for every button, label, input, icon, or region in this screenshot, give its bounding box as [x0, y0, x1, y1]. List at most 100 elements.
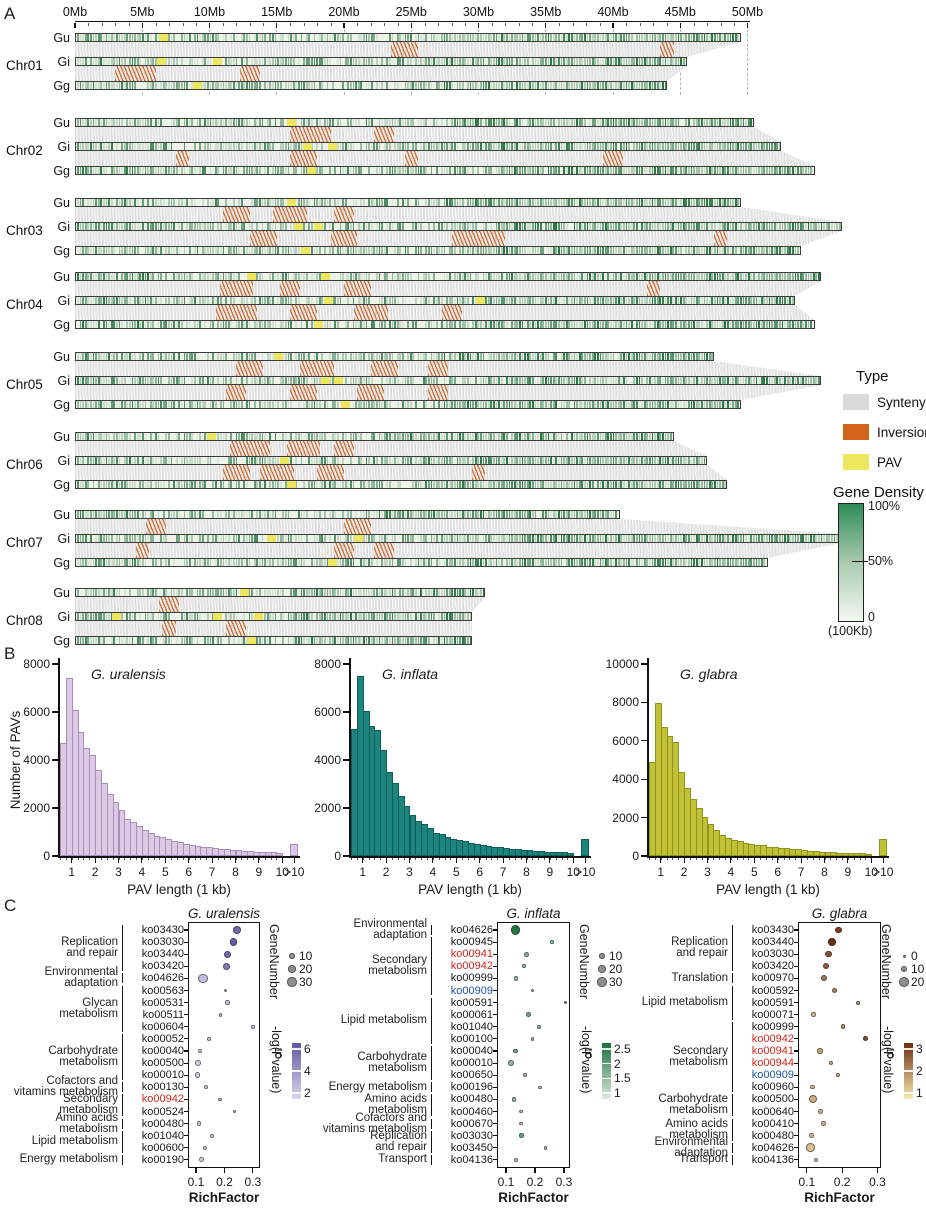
gene-density-stripe [610, 199, 612, 206]
gene-density-stripe [129, 457, 131, 464]
gene-density-stripe [118, 377, 121, 384]
gene-density-stripe [95, 247, 97, 254]
gene-density-stripe [196, 34, 199, 41]
gene-density-stripe [251, 167, 253, 174]
gene-density-stripe [246, 457, 248, 464]
gene-density-stripe [402, 401, 404, 408]
gene-density-stripe [123, 82, 126, 89]
gene-density-stripe [493, 511, 495, 518]
gene-density-stripe [126, 321, 129, 328]
gene-density-stripe [105, 481, 108, 488]
gene-density-stripe [508, 273, 511, 280]
gene-density-stripe [363, 273, 365, 280]
gene-density-stripe [396, 223, 399, 230]
gene-density-stripe [448, 377, 451, 384]
gene-density-stripe [246, 321, 248, 328]
gene-density-stripe [355, 353, 357, 360]
gene-density-stripe [173, 481, 175, 488]
gene-density-stripe [506, 58, 508, 65]
gene-density-stripe [630, 34, 633, 41]
gene-density-stripe [337, 119, 339, 126]
gene-density-stripe [797, 247, 799, 254]
gene-density-stripe [573, 457, 576, 464]
gene-density-stripe [233, 535, 235, 542]
gene-density-stripe [524, 401, 526, 408]
gene-density-stripe [261, 297, 264, 304]
gene-density-stripe [688, 247, 690, 254]
gene-density-stripe [110, 247, 113, 254]
gene-density-stripe [352, 167, 355, 174]
gene-density-stripe [303, 273, 305, 280]
gene-density-stripe [680, 535, 682, 542]
gene-density-stripe [191, 58, 194, 65]
gene-density-stripe [407, 199, 409, 206]
gene-density-stripe [649, 535, 651, 542]
gene-density-stripe [344, 433, 347, 440]
gene-density-stripe [199, 433, 201, 440]
chromosome-track-label: Gi [57, 532, 71, 546]
gene-density-stripe [235, 167, 238, 174]
gene-density-stripe [240, 119, 243, 126]
gene-density-stripe [654, 401, 656, 408]
gene-density-stripe [77, 511, 79, 518]
gene-density-stripe [113, 58, 116, 65]
gene-density-stripe [134, 559, 136, 566]
gene-density-stripe [305, 353, 308, 360]
gene-density-stripe [776, 143, 779, 150]
gene-density-stripe [753, 143, 755, 150]
gene-density-stripe [482, 273, 485, 280]
gene-density-stripe [77, 535, 79, 542]
gene-density-stripe [82, 119, 84, 126]
gene-density-stripe [363, 247, 365, 254]
gene-density-stripe [526, 457, 529, 464]
gene-density-stripe [220, 535, 222, 542]
gene-density-stripe [550, 143, 552, 150]
gene-density-stripe [534, 457, 537, 464]
gene-density-stripe [337, 535, 339, 542]
gene-density-stripe [230, 119, 233, 126]
ruler-gridline [747, 29, 748, 95]
gene-density-stripe [560, 433, 563, 440]
gene-density-stripe [529, 535, 532, 542]
gene-density-stripe [784, 273, 786, 280]
gene-density-stripe [532, 119, 534, 126]
gene-density-stripe [623, 535, 625, 542]
gene-density-stripe [347, 297, 350, 304]
gene-density-stripe [584, 34, 586, 41]
gene-density-stripe [529, 511, 532, 518]
gene-density-stripe [729, 273, 732, 280]
gene-density-stripe [532, 297, 534, 304]
gene-density-stripe [144, 457, 147, 464]
gene-density-stripe [448, 433, 451, 440]
gene-density-stripe [599, 401, 602, 408]
gene-density-stripe [279, 481, 282, 488]
gene-density-stripe [667, 481, 669, 488]
gene-density-stripe [680, 223, 682, 230]
gene-density-stripe [719, 535, 721, 542]
gene-density-stripe [594, 143, 597, 150]
gene-density-stripe [701, 199, 703, 206]
gene-density-stripe [672, 457, 675, 464]
gene-density-stripe [758, 377, 760, 384]
gene-density-stripe [173, 353, 175, 360]
gene-density-stripe [487, 377, 490, 384]
gene-density-stripe [659, 559, 662, 566]
gene-density-stripe [131, 511, 134, 518]
gene-density-stripe [701, 401, 703, 408]
gene-density-stripe [682, 58, 685, 65]
gene-density-stripe [90, 401, 92, 408]
gene-density-stripe [480, 457, 482, 464]
gene-density-stripe [199, 223, 201, 230]
gene-density-stripe [272, 353, 274, 360]
gene-density-stripe [662, 223, 664, 230]
gene-density-stripe [344, 143, 347, 150]
ruler-minor-tick [357, 22, 359, 26]
gene-density-stripe [368, 401, 370, 408]
gene-density-stripe [482, 167, 485, 174]
gene-density-stripe [352, 247, 355, 254]
gene-density-stripe [552, 58, 555, 65]
gene-density-stripe [589, 535, 591, 542]
gene-density-stripe [524, 199, 526, 206]
gene-density-stripe [524, 321, 526, 328]
gene-density-stripe [625, 535, 628, 542]
